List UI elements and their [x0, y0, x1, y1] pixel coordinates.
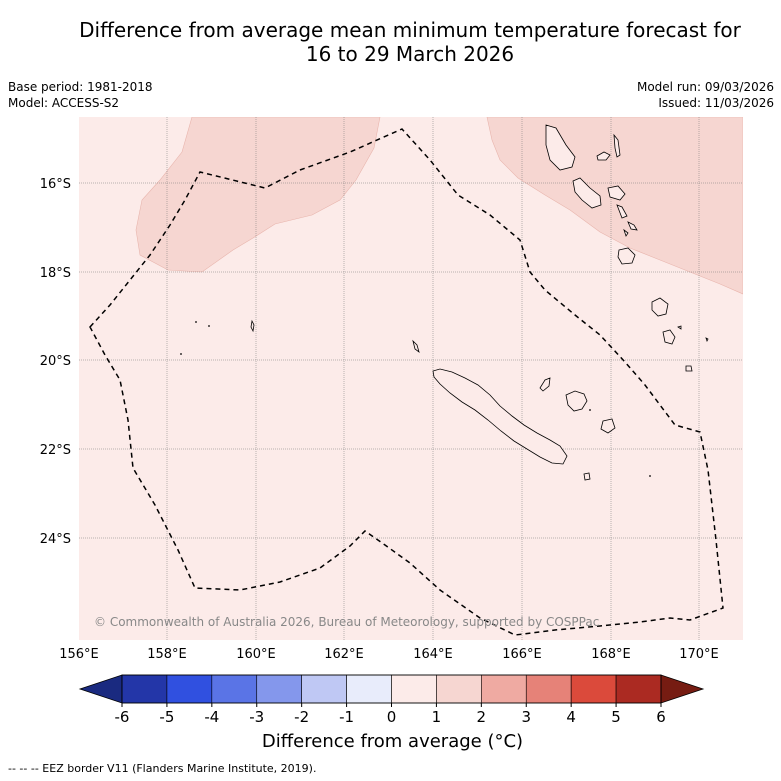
island-mare [600, 418, 616, 434]
colorbar-bin [525, 674, 572, 704]
meta-right: Model run: 09/03/2026 Issued: 11/03/2026 [637, 79, 774, 111]
lon-tick-168: 168°E [591, 647, 631, 662]
title-line-2: 16 to 29 March 2026 [305, 42, 515, 66]
lon-tick-166: 166°E [502, 647, 542, 662]
colorbar-bin [346, 674, 392, 704]
base-period: Base period: 1981-2018 [8, 80, 153, 94]
islet-1 [195, 321, 197, 323]
islet-5 [589, 409, 591, 411]
colorbar-tick-label: -2 [294, 708, 309, 726]
longitude-tick-labels: 156°E 158°E 160°E 162°E 164°E 166°E 168°… [59, 647, 719, 662]
model-run: Model run: 09/03/2026 [636, 80, 774, 94]
islet-3 [180, 353, 182, 355]
colorbar-tick-label: 6 [656, 708, 666, 726]
new-caledonia-island [432, 368, 568, 465]
colorbar-bin [211, 674, 258, 704]
colorbar-tick-label: -3 [249, 708, 264, 726]
islet-4 [649, 475, 651, 477]
lat-tick-18: 18°S [40, 266, 71, 281]
colorbar-bin [121, 674, 168, 704]
island-lifou [565, 390, 588, 412]
colorbar-label: Difference from average (°C) [261, 731, 524, 752]
colorbar-tick-label: 5 [611, 708, 621, 726]
lat-tick-20: 20°S [40, 354, 71, 369]
colorbar-bin [256, 674, 302, 704]
colorbar-tick-label: 2 [477, 708, 487, 726]
colorbar-bin [391, 674, 437, 704]
lon-tick-158: 158°E [147, 647, 187, 662]
vanuatu-islands [545, 124, 709, 372]
colorbar-tick-label: -1 [339, 708, 354, 726]
lon-tick-164: 164°E [413, 647, 453, 662]
colorbar-extend-below [78, 674, 123, 704]
eez-legend-note: -- -- -- EEZ border V11 (Flanders Marine… [8, 762, 317, 775]
issued-date: Issued: 11/03/2026 [658, 96, 774, 110]
gridlines [79, 117, 743, 640]
colorbar-bin [436, 674, 482, 704]
colorbar: -6 -5 -4 -3 -2 -1 0 1 2 3 4 5 6 [78, 674, 705, 726]
lat-tick-24: 24°S [40, 532, 71, 547]
colorbar-bin [615, 674, 662, 704]
latitude-tick-labels: 16°S 18°S 20°S 22°S 24°S [40, 177, 71, 547]
island-pines [583, 472, 591, 481]
island-belep [412, 339, 420, 354]
eez-border [89, 128, 724, 636]
colorbar-tick-label: 1 [432, 708, 442, 726]
lon-tick-162: 162°E [324, 647, 364, 662]
colorbar-bin [166, 674, 213, 704]
colorbar-tick-label: -6 [115, 708, 130, 726]
warm-region-northwest [135, 117, 381, 273]
colorbar-bin [301, 674, 347, 704]
colorbar-tick-label: 4 [566, 708, 576, 726]
colorbar-tick-label: 3 [521, 708, 531, 726]
chart-title: Difference from average mean minimum tem… [40, 18, 780, 66]
lon-tick-156: 156°E [59, 647, 99, 662]
meta-left: Base period: 1981-2018 Model: ACCESS-S2 [8, 79, 153, 111]
lat-tick-22: 22°S [40, 443, 71, 458]
colorbar-tick-label: -5 [159, 708, 174, 726]
title-line-1: Difference from average mean minimum tem… [79, 18, 741, 42]
colorbar-extend-above [660, 674, 705, 704]
colorbar-bin [570, 674, 617, 704]
model-name: Model: ACCESS-S2 [8, 96, 120, 110]
lon-tick-170: 170°E [679, 647, 719, 662]
island-ouvea [539, 377, 551, 392]
lat-tick-16: 16°S [40, 177, 71, 192]
copyright-text: © Commonwealth of Australia 2026, Bureau… [94, 615, 599, 629]
lon-tick-160: 160°E [236, 647, 276, 662]
colorbar-tick-label: 0 [387, 708, 397, 726]
islet-2 [208, 325, 210, 327]
island-chesterfield [250, 319, 255, 333]
colorbar-tick-label: -4 [204, 708, 219, 726]
colorbar-bin [481, 674, 527, 704]
